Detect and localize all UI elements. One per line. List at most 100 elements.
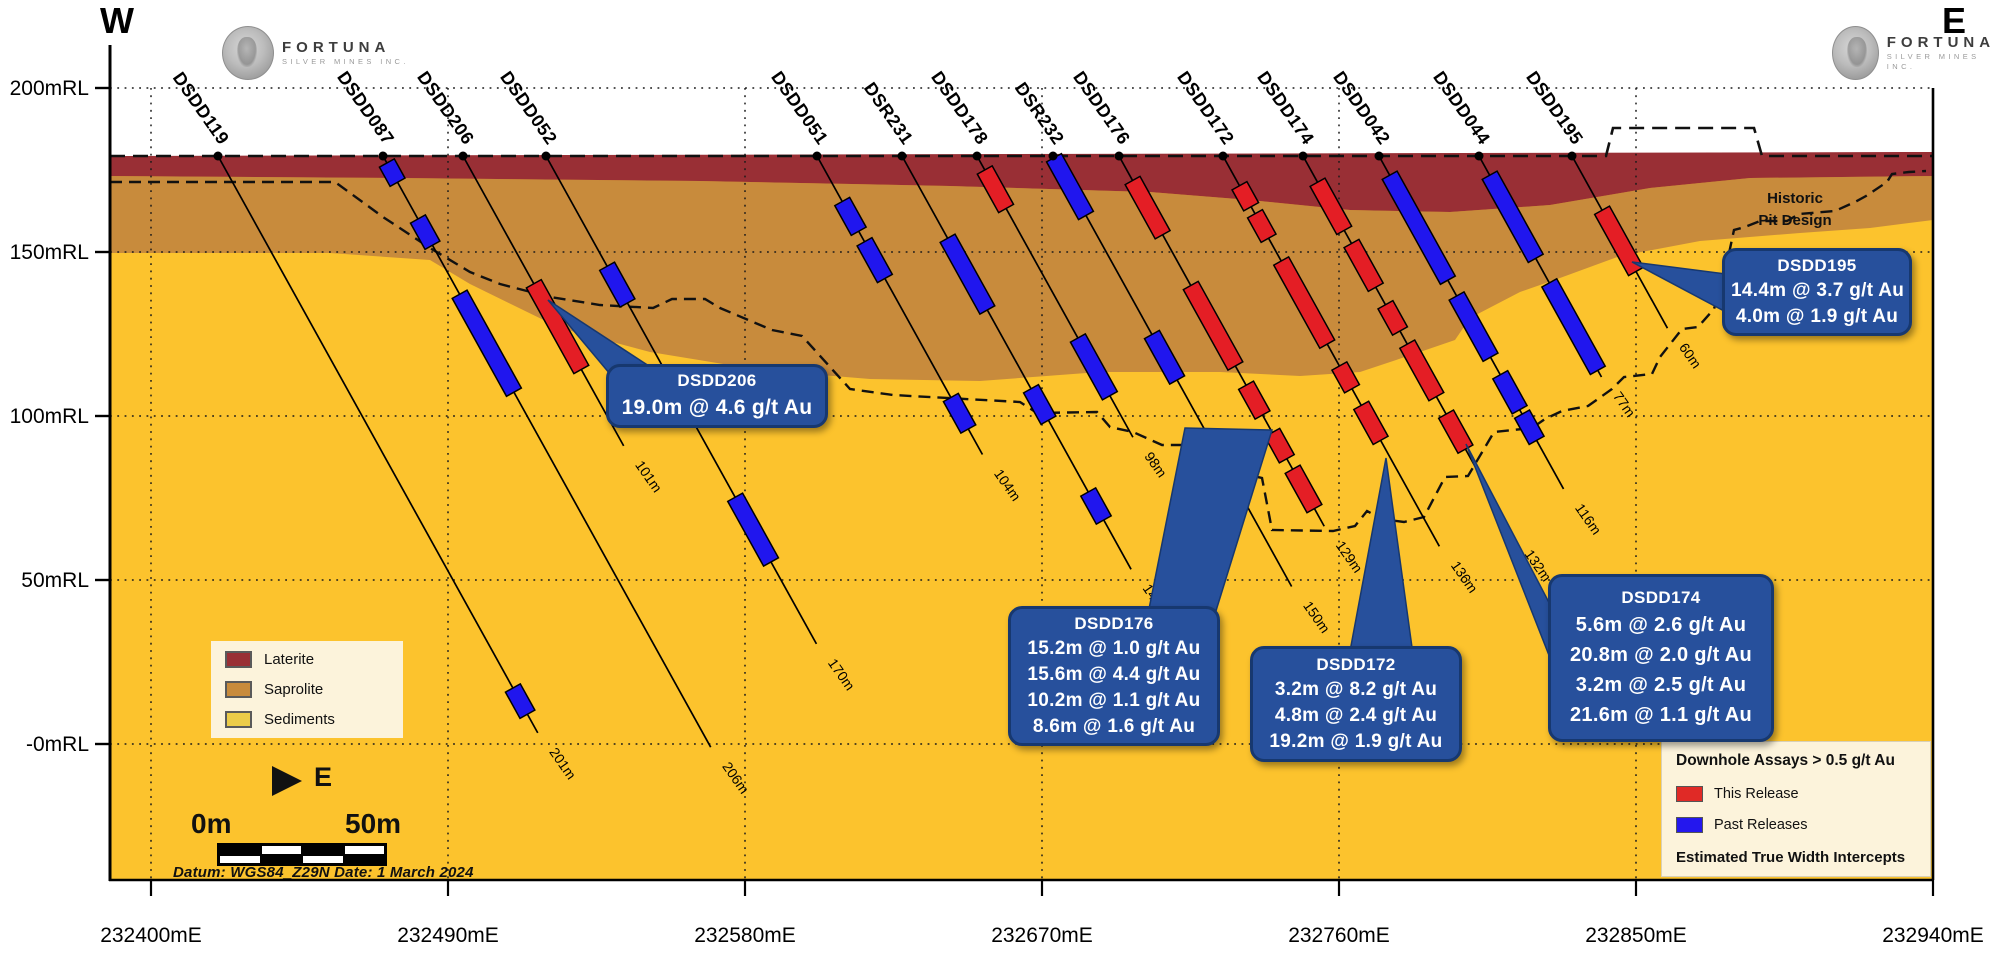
y-axis-label: -0mRL xyxy=(26,733,89,756)
intercept-bar-this-release xyxy=(1376,299,1409,337)
intercept-bar-this-release xyxy=(1263,427,1296,464)
callout-intercept-line: 5.6m @ 2.6 g/t Au xyxy=(1575,614,1747,636)
east-label: E xyxy=(1942,0,1967,41)
collar-dot xyxy=(458,151,468,161)
laterite-label: Laterite xyxy=(264,651,315,668)
drillhole-label: DSDD051 xyxy=(767,68,832,149)
logo-company: FORTUNA xyxy=(282,39,391,56)
intercept-bar-this-release xyxy=(1182,280,1244,372)
callout-intercept-line: 14.4m @ 3.7 g/t Au xyxy=(1731,280,1905,301)
callout-intercept-line: 15.6m @ 4.4 g/t Au xyxy=(1027,664,1201,685)
west-label: W xyxy=(100,0,134,41)
logo-subtitle: SILVER MINES INC. xyxy=(1886,52,1980,71)
intercept-bar-past-release xyxy=(1079,486,1113,526)
callout-intercept-line: 19.0m @ 4.6 g/t Au xyxy=(621,396,813,419)
intercept-bar-past-release xyxy=(378,157,406,188)
callout-dsdd174: DSDD174 5.6m @ 2.6 g/t Au 20.8m @ 2.0 g/t … xyxy=(1548,574,1774,742)
x-axis-label: 232400mE xyxy=(100,924,202,947)
legend-item-this-release: This Release xyxy=(1676,785,1916,802)
intercept-bar-this-release xyxy=(1593,205,1645,277)
dashed-lines: Historic Pit Design xyxy=(110,126,1933,533)
assay-legend: Downhole Assays > 0.5 g/t Au This Releas… xyxy=(1661,741,1931,877)
intercept-bar-past-release xyxy=(451,289,523,398)
this-release-label: This Release xyxy=(1714,785,1799,802)
callout-hole-title: DSDD206 xyxy=(677,371,757,390)
intercept-bar-this-release xyxy=(1237,380,1272,421)
drillhole-label: DSDD172 xyxy=(1173,68,1238,149)
intercept-bar-past-release xyxy=(1540,277,1607,376)
intercept-bar-this-release xyxy=(1398,338,1445,402)
y-axis-label: 50mRL xyxy=(21,569,89,592)
legend-item-laterite: Laterite xyxy=(225,651,389,668)
laterite-layer xyxy=(110,152,1933,212)
callout-hole-title: DSDD174 xyxy=(1621,588,1701,607)
past-releases-swatch xyxy=(1676,817,1703,834)
drillhole-trace xyxy=(382,155,712,748)
x-axis-label: 232580mE xyxy=(694,924,796,947)
y-axis-label: 200mRL xyxy=(10,77,89,100)
callout-intercept-line: 3.2m @ 2.5 g/t Au xyxy=(1575,674,1747,696)
callout-intercept-line: 19.2m @ 1.9 g/t Au xyxy=(1269,731,1443,752)
collar-dot xyxy=(897,151,907,161)
y-axis-label: 100mRL xyxy=(10,405,89,428)
legend-item-saprolite: Saprolite xyxy=(225,681,389,698)
historic-pit-label: Historic xyxy=(1767,190,1823,207)
intercept-bar-this-release xyxy=(1330,360,1361,394)
collar-dot xyxy=(1048,151,1058,161)
scale-start-label: 0m xyxy=(191,808,232,839)
logo-company: FORTUNA xyxy=(1886,34,1996,51)
collar-dot xyxy=(378,151,388,161)
legend-item-sediments: Sediments xyxy=(225,711,389,728)
collar-dot xyxy=(972,151,982,161)
drillhole-label: DSDD178 xyxy=(927,68,992,149)
topography-line xyxy=(110,126,1933,158)
drillhole-label: DSDD174 xyxy=(1253,68,1318,149)
collar-dot xyxy=(213,151,223,161)
collar-dot xyxy=(812,151,822,161)
callout-hole-title: DSDD172 xyxy=(1316,655,1396,674)
intercept-bar-past-release xyxy=(1491,369,1529,415)
callout-hole-title: DSDD176 xyxy=(1074,614,1154,633)
intercept-bar-past-release xyxy=(598,261,636,309)
historic-pit-line xyxy=(110,169,1927,533)
drillhole-label: DSDD176 xyxy=(1069,68,1134,149)
intercept-bar-past-release xyxy=(409,213,441,251)
intercept-bar-past-release xyxy=(504,682,536,720)
intercept-bar-past-release xyxy=(726,492,780,568)
callout-dsdd176: DSDD176 15.2m @ 1.0 g/t Au 15.6m @ 4.4 g/t… xyxy=(1008,606,1220,746)
x-axis-label: 232490mE xyxy=(397,924,499,947)
assay-legend-title: Downhole Assays > 0.5 g/t Au xyxy=(1676,752,1895,769)
callout-dsdd206: DSDD206 19.0m @ 4.6 g/t Au xyxy=(606,364,828,428)
datum-text: Datum: WGS84_Z29N Date: 1 March 2024 xyxy=(173,864,474,881)
intercept-bar-this-release xyxy=(1437,408,1474,455)
x-axis-label: 232670mE xyxy=(991,924,1093,947)
x-axis-label: 232940mE xyxy=(1882,924,1984,947)
intercept-bar-past-release xyxy=(1143,329,1186,386)
intercept-bar-this-release xyxy=(1272,255,1336,350)
drillhole-label: DSDD042 xyxy=(1329,68,1394,149)
intercept-bar-this-release xyxy=(1284,464,1323,514)
collar-dot xyxy=(1374,151,1384,161)
fortuna-logo-right: FORTUNA SILVER MINES INC. xyxy=(1832,26,1997,80)
callout-dsdd195: DSDD195 14.4m @ 3.7 g/t Au 4.0m @ 1.9 g/t … xyxy=(1722,248,1912,336)
callout-intercept-line: 10.2m @ 1.1 g/t Au xyxy=(1027,690,1201,711)
coin-icon xyxy=(1832,26,1879,80)
sediments-label: Sediments xyxy=(264,711,335,728)
intercept-bar-past-release xyxy=(942,392,977,435)
drillhole-label: DSDD052 xyxy=(496,68,561,149)
sediments-swatch xyxy=(225,711,252,728)
intercept-bar-past-release xyxy=(833,196,868,237)
callout-intercept-line: 4.0m @ 1.9 g/t Au xyxy=(1735,306,1899,327)
callout-hole-title: DSDD195 xyxy=(1777,256,1857,275)
callout-intercept-line: 3.2m @ 8.2 g/t Au xyxy=(1274,679,1438,700)
east-arrow-icon xyxy=(272,766,302,796)
axes: 232400mE 232490mE 232580mE 232670mE 232760mE… xyxy=(10,45,1984,947)
scale-bar xyxy=(217,843,387,866)
intercept-bar-this-release xyxy=(1246,208,1278,244)
drillhole-label: DSR231 xyxy=(860,79,917,149)
intercept-bar-this-release xyxy=(1124,175,1172,240)
intercept-bar-past-release xyxy=(939,233,996,316)
drillhole-label: DSDD119 xyxy=(169,68,233,148)
